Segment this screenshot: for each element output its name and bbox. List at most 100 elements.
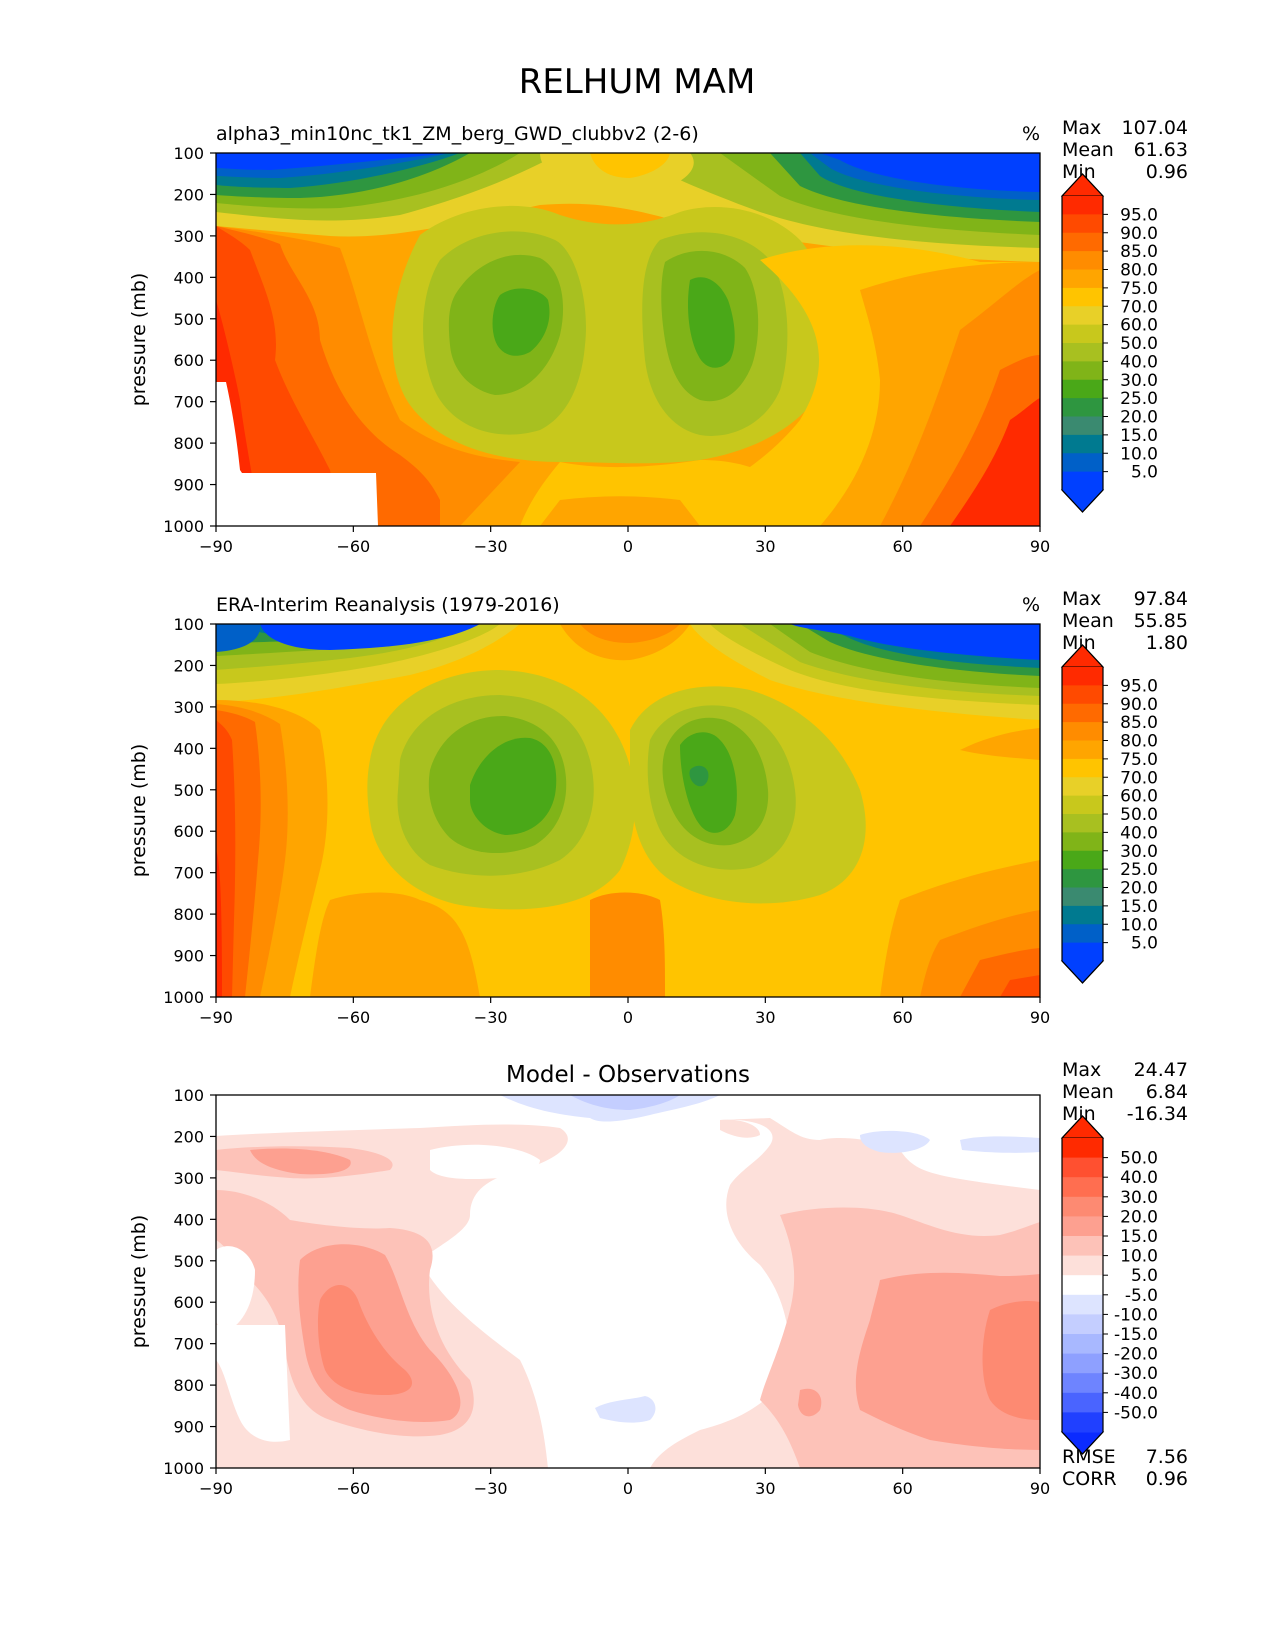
x-tick-label: 60 xyxy=(892,1479,912,1498)
colorbar-level-label: 75.0 xyxy=(1120,750,1158,770)
panel-diff-ylabel: pressure (mb) xyxy=(128,1215,150,1349)
colorbar-segment xyxy=(1062,269,1103,289)
stat-label: Mean xyxy=(1062,610,1114,632)
panel-model: alpha3_min10nc_tk1_ZM_berg_GWD_clubbv2 (… xyxy=(128,117,1188,556)
contour-field-model xyxy=(216,153,1040,526)
colorbar-segment xyxy=(1062,942,1103,962)
stat-label: Max xyxy=(1062,588,1101,610)
y-tick-label: 300 xyxy=(173,1169,204,1188)
x-tick-label: 30 xyxy=(755,537,775,556)
colorbar-segment xyxy=(1062,1177,1103,1198)
x-tick-label: 90 xyxy=(1030,1479,1050,1498)
stat-value: -16.34 xyxy=(1127,1103,1188,1125)
colorbar-segment xyxy=(1062,1373,1103,1394)
x-tick-label: −90 xyxy=(199,1479,233,1498)
colorbar-segment xyxy=(1062,1353,1103,1374)
colorbar-level-label: 80.0 xyxy=(1120,261,1158,281)
colorbar-segment xyxy=(1062,1334,1103,1355)
colorbar-level-label: 60.0 xyxy=(1120,316,1158,336)
y-tick-label: 600 xyxy=(173,351,204,370)
stat-value: 0.96 xyxy=(1146,1468,1188,1490)
y-tick-label: 200 xyxy=(173,1127,204,1146)
stat-value: 61.63 xyxy=(1134,139,1188,161)
y-tick-label: 500 xyxy=(173,1252,204,1271)
y-tick-label: 100 xyxy=(173,615,204,634)
x-tick-label: −30 xyxy=(474,537,508,556)
stat-label: Min xyxy=(1062,1103,1096,1125)
colorbar-level-label: 75.0 xyxy=(1120,279,1158,299)
colorbar-segment xyxy=(1062,685,1103,705)
y-tick-label: 100 xyxy=(173,144,204,163)
y-tick-label: 800 xyxy=(173,905,204,924)
panel-obs-ylabel: pressure (mb) xyxy=(128,744,150,878)
y-tick-label: 800 xyxy=(173,434,204,453)
colorbar-level-label: 90.0 xyxy=(1120,695,1158,715)
y-tick-label: 600 xyxy=(173,1293,204,1312)
x-tick-label: −30 xyxy=(474,1008,508,1027)
colorbar-segment xyxy=(1062,416,1103,436)
x-tick-label: −30 xyxy=(474,1479,508,1498)
colorbar-level-label: 60.0 xyxy=(1120,787,1158,807)
figure-title: RELHUM MAM xyxy=(519,62,756,102)
x-tick-label: 60 xyxy=(892,537,912,556)
colorbar-segment xyxy=(1062,740,1103,760)
colorbar-level-label: 40.0 xyxy=(1120,1168,1158,1188)
colorbar-level-label: -50.0 xyxy=(1114,1403,1158,1423)
colorbar-segment xyxy=(1062,850,1103,870)
colorbar-level-label: 20.0 xyxy=(1120,408,1158,428)
colorbar-level-label: -40.0 xyxy=(1114,1384,1158,1404)
y-tick-label: 400 xyxy=(173,1210,204,1229)
stat-label: Min xyxy=(1062,161,1096,183)
colorbar-level-label: -15.0 xyxy=(1114,1325,1158,1345)
x-tick-label: 30 xyxy=(755,1479,775,1498)
colorbar-level-label: 15.0 xyxy=(1120,426,1158,446)
colorbar-segment xyxy=(1062,1412,1103,1433)
colorbar-segment xyxy=(1062,1392,1103,1413)
colorbar-level-label: 5.0 xyxy=(1131,463,1158,483)
colorbar-level-label: 10.0 xyxy=(1120,915,1158,935)
colorbar-segment xyxy=(1062,905,1103,925)
colorbar-level-label: 40.0 xyxy=(1120,352,1158,372)
colorbar-level-label: 5.0 xyxy=(1131,1266,1158,1286)
panel-model-title: alpha3_min10nc_tk1_ZM_berg_GWD_clubbv2 (… xyxy=(216,123,699,145)
y-tick-label: 900 xyxy=(173,476,204,495)
colorbar-level-label: 95.0 xyxy=(1120,205,1158,225)
colorbar-segment xyxy=(1062,232,1103,252)
y-tick-label: 400 xyxy=(173,739,204,758)
y-tick-label: 500 xyxy=(173,310,204,329)
colorbar-segment xyxy=(1062,379,1103,399)
panel-model-units: % xyxy=(1022,123,1040,145)
colorbar-segment xyxy=(1062,777,1103,797)
x-tick-label: 0 xyxy=(623,1008,633,1027)
colorbar-segment xyxy=(1062,758,1103,778)
x-tick-label: 90 xyxy=(1030,1008,1050,1027)
colorbar-level-label: 95.0 xyxy=(1120,676,1158,696)
colorbar-level-label: 70.0 xyxy=(1120,768,1158,788)
colorbar-segment xyxy=(1062,795,1103,815)
colorbar-segment xyxy=(1062,306,1103,326)
colorbar-outline xyxy=(1061,173,1104,513)
colorbar-level-label: 90.0 xyxy=(1120,224,1158,244)
colorbar-level-label: -5.0 xyxy=(1125,1286,1158,1306)
colorbar-segment xyxy=(1062,1216,1103,1237)
colorbar-segment xyxy=(1062,869,1103,888)
y-tick-label: 900 xyxy=(173,947,204,966)
colorbar-segment xyxy=(1062,1294,1103,1315)
contour-field-obs xyxy=(216,624,1040,997)
colorbar-level-label: 5.0 xyxy=(1131,934,1158,954)
panel-diff: Model - Observations pressure (mb) −90 −6… xyxy=(128,1059,1188,1498)
colorbar-segment xyxy=(1062,398,1103,417)
colorbar-segment xyxy=(1062,832,1103,852)
colorbar-level-label: 20.0 xyxy=(1120,1207,1158,1227)
colorbar-outline xyxy=(1061,1115,1104,1455)
colorbar-level-label: 10.0 xyxy=(1120,1247,1158,1267)
stat-value: 24.47 xyxy=(1134,1059,1188,1081)
stat-label: RMSE xyxy=(1062,1446,1116,1468)
y-tick-label: 700 xyxy=(173,393,204,412)
y-tick-label: 300 xyxy=(173,698,204,717)
colorbar-segment xyxy=(1062,361,1103,381)
y-tick-label: 600 xyxy=(173,822,204,841)
contour-field-diff xyxy=(216,1095,1040,1468)
stat-label: CORR xyxy=(1062,1468,1117,1490)
y-tick-label: 700 xyxy=(173,1335,204,1354)
